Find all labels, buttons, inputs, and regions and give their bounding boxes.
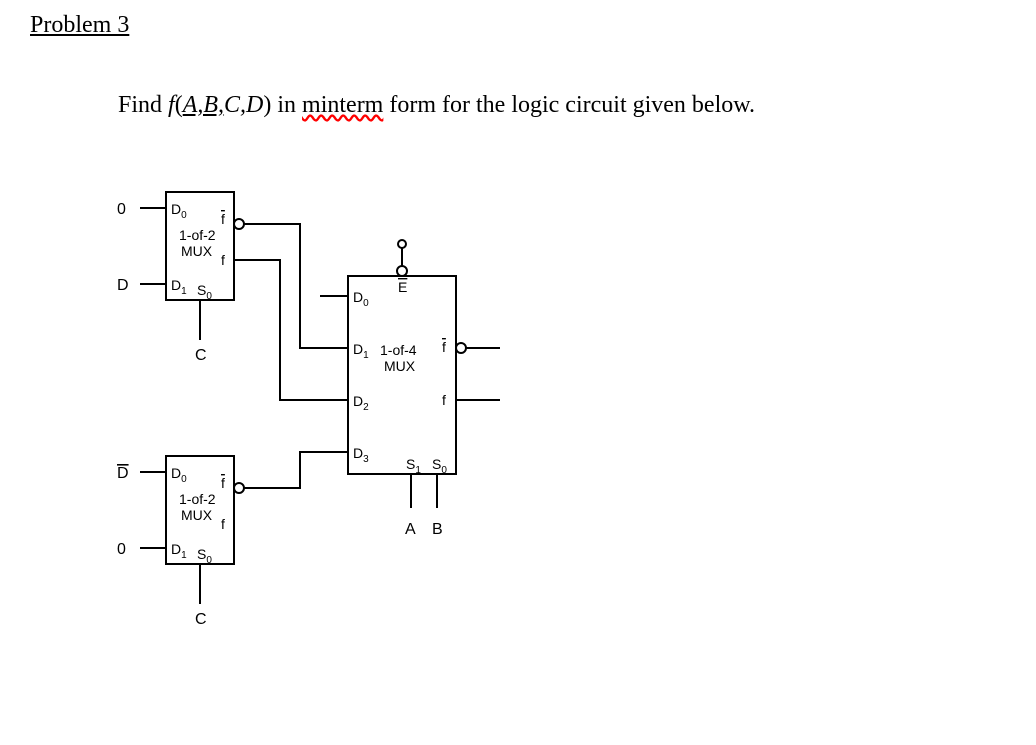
- mux4-s1-sig: A: [405, 521, 416, 538]
- mux2top-s0-sig: C: [195, 347, 207, 364]
- mux2top-d1-sig: D: [117, 277, 129, 294]
- wire-topfbar-d1: [244, 224, 320, 348]
- mux4-f-label: f: [442, 392, 446, 408]
- mux2top-type2: MUX: [181, 243, 213, 259]
- wires: [234, 224, 320, 488]
- mux4-enable-dot: [398, 240, 406, 248]
- mux2top-d0-sig: 0: [117, 201, 126, 218]
- mux2bot-type2: MUX: [181, 507, 213, 523]
- circuit-diagram: D0 D1 S0 1-of-2 MUX f f 0 D C D0: [0, 0, 1036, 745]
- mux2top-type1: 1-of-2: [179, 227, 216, 243]
- mux4-d3-label: D3: [353, 445, 369, 465]
- mux4-d2-label: D2: [353, 393, 369, 413]
- mux2bot-d0-label: D0: [171, 465, 187, 485]
- mux4-type2: MUX: [384, 358, 416, 374]
- mux2bot-type1: 1-of-2: [179, 491, 216, 507]
- mux2-bottom: D0 D1 S0 1-of-2 MUX f f D 0 C: [117, 456, 244, 628]
- mux2top-d1-label: D1: [171, 277, 187, 297]
- mux2bot-s0-sig: C: [195, 611, 207, 628]
- mux4-fbar-label: f: [442, 339, 446, 355]
- mux2bot-fbar-label: f: [221, 475, 225, 491]
- mux2top-fbar-bubble: [234, 219, 244, 229]
- mux2bot-d1-label: D1: [171, 541, 187, 561]
- mux2-top: D0 D1 S0 1-of-2 MUX f f 0 D C: [117, 192, 244, 364]
- mux2top-d0-label: D0: [171, 201, 187, 221]
- mux4: D0 D1 D2 D3 S1 S0 1-of-4 MUX f f: [320, 240, 500, 538]
- mux4-d0-label: D0: [353, 289, 369, 309]
- mux4-fbar-bubble: [456, 343, 466, 353]
- mux2top-fbar-label: f: [221, 211, 225, 227]
- mux4-enable-bubble: [397, 266, 407, 276]
- mux2bot-f-label: f: [221, 516, 225, 532]
- mux2bot-d0-sig: D: [117, 465, 129, 482]
- mux2bot-d1-sig: 0: [117, 541, 126, 558]
- mux4-s0-sig: B: [432, 521, 443, 538]
- mux4-type1: 1-of-4: [380, 342, 417, 358]
- wire-botfbar-d3: [244, 452, 320, 488]
- mux4-d1-label: D1: [353, 341, 369, 361]
- mux2top-f-label: f: [221, 252, 225, 268]
- mux4-enable-label: E: [398, 279, 407, 295]
- mux2bot-fbar-bubble: [234, 483, 244, 493]
- wire-topf-d2: [234, 260, 320, 400]
